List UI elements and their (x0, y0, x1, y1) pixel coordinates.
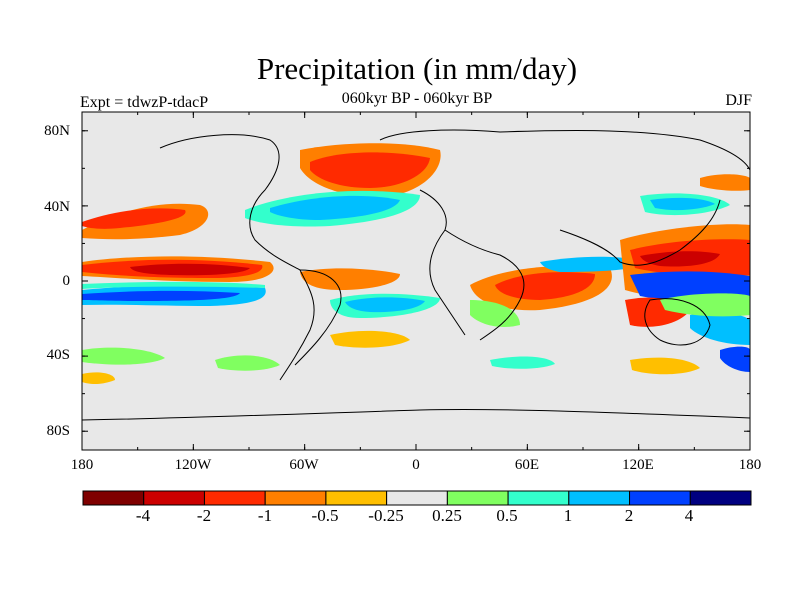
colorbar-box (689, 490, 752, 506)
colorbar-box (203, 490, 266, 506)
coastline (559, 199, 721, 266)
colorbar-label: 4 (684, 506, 694, 525)
colorbar-label: 0.25 (432, 506, 462, 525)
anomaly-region (720, 346, 750, 372)
colorbar-label: -0.25 (368, 506, 404, 525)
anomaly-region (270, 195, 400, 220)
lon-label: 60W (289, 457, 319, 473)
colorbar-box (446, 490, 509, 506)
precip-anomaly-fields (82, 143, 750, 384)
lat-label: 80S (46, 423, 70, 439)
coastline (429, 229, 466, 336)
lon-label: 120E (622, 457, 654, 473)
anomaly-region (470, 300, 520, 327)
colorbar-box (143, 490, 205, 506)
coastline (379, 129, 750, 171)
colorbar-label: -0.5 (311, 506, 339, 525)
season-label: DJF (725, 92, 752, 109)
anomaly-region (82, 347, 165, 365)
coastline (644, 298, 711, 346)
anomaly-region (300, 268, 400, 290)
colorbar-box (325, 490, 388, 506)
colorbar-box (386, 490, 448, 506)
anomaly-region (490, 356, 555, 369)
lat-label: 0 (62, 273, 71, 289)
colorbar-box (568, 490, 631, 506)
experiment-label: Expt = tdwzP-tdacP (80, 94, 209, 111)
lon-label: 120W (174, 457, 212, 473)
chart-title: Precipitation (in mm/day) (256, 51, 578, 86)
colorbar-label: -2 (196, 506, 212, 525)
lon-label: 180 (70, 457, 94, 473)
lat-label: 40S (46, 347, 70, 363)
anomaly-region (690, 312, 750, 345)
colorbar-label: -4 (135, 506, 151, 525)
anomaly-region (700, 174, 750, 191)
colorbar-box (507, 490, 570, 506)
colorbar-label: 0.5 (496, 506, 518, 525)
colorbar-label: -1 (257, 506, 273, 525)
coastline (159, 134, 315, 381)
coastline (82, 408, 750, 421)
colorbar-label: 1 (563, 506, 573, 525)
anomaly-region (660, 293, 750, 317)
colorbar-box (82, 490, 145, 506)
lat-label: 80N (44, 123, 70, 139)
anomaly-region (82, 281, 265, 289)
anomaly-region (650, 197, 715, 211)
anomaly-region (82, 290, 240, 301)
anomaly-region (640, 251, 720, 267)
anomaly-region (85, 148, 150, 161)
chart-subtitle: 060kyr BP - 060kyr BP (341, 90, 493, 107)
anomaly-region (310, 152, 430, 188)
anomaly-region (630, 357, 700, 375)
map-ticks (81, 112, 751, 450)
anomaly-region (330, 330, 410, 348)
coastline (419, 189, 525, 341)
anomaly-region (82, 208, 186, 229)
lon-label: 60E (514, 457, 540, 473)
lat-label: 40N (44, 199, 70, 215)
anomaly-region (215, 355, 280, 371)
anomaly-region (495, 272, 595, 300)
colorbar-box (629, 490, 691, 506)
lon-label: 180 (738, 457, 762, 473)
colorbar-box (264, 490, 327, 506)
anomaly-region (82, 372, 115, 384)
colorbar (82, 490, 752, 506)
coastline (294, 269, 342, 366)
anomaly-region (130, 263, 250, 276)
coastlines (82, 129, 750, 421)
lon-label: 0 (412, 457, 420, 473)
colorbar-label: 2 (624, 506, 634, 525)
anomaly-region (345, 297, 425, 313)
